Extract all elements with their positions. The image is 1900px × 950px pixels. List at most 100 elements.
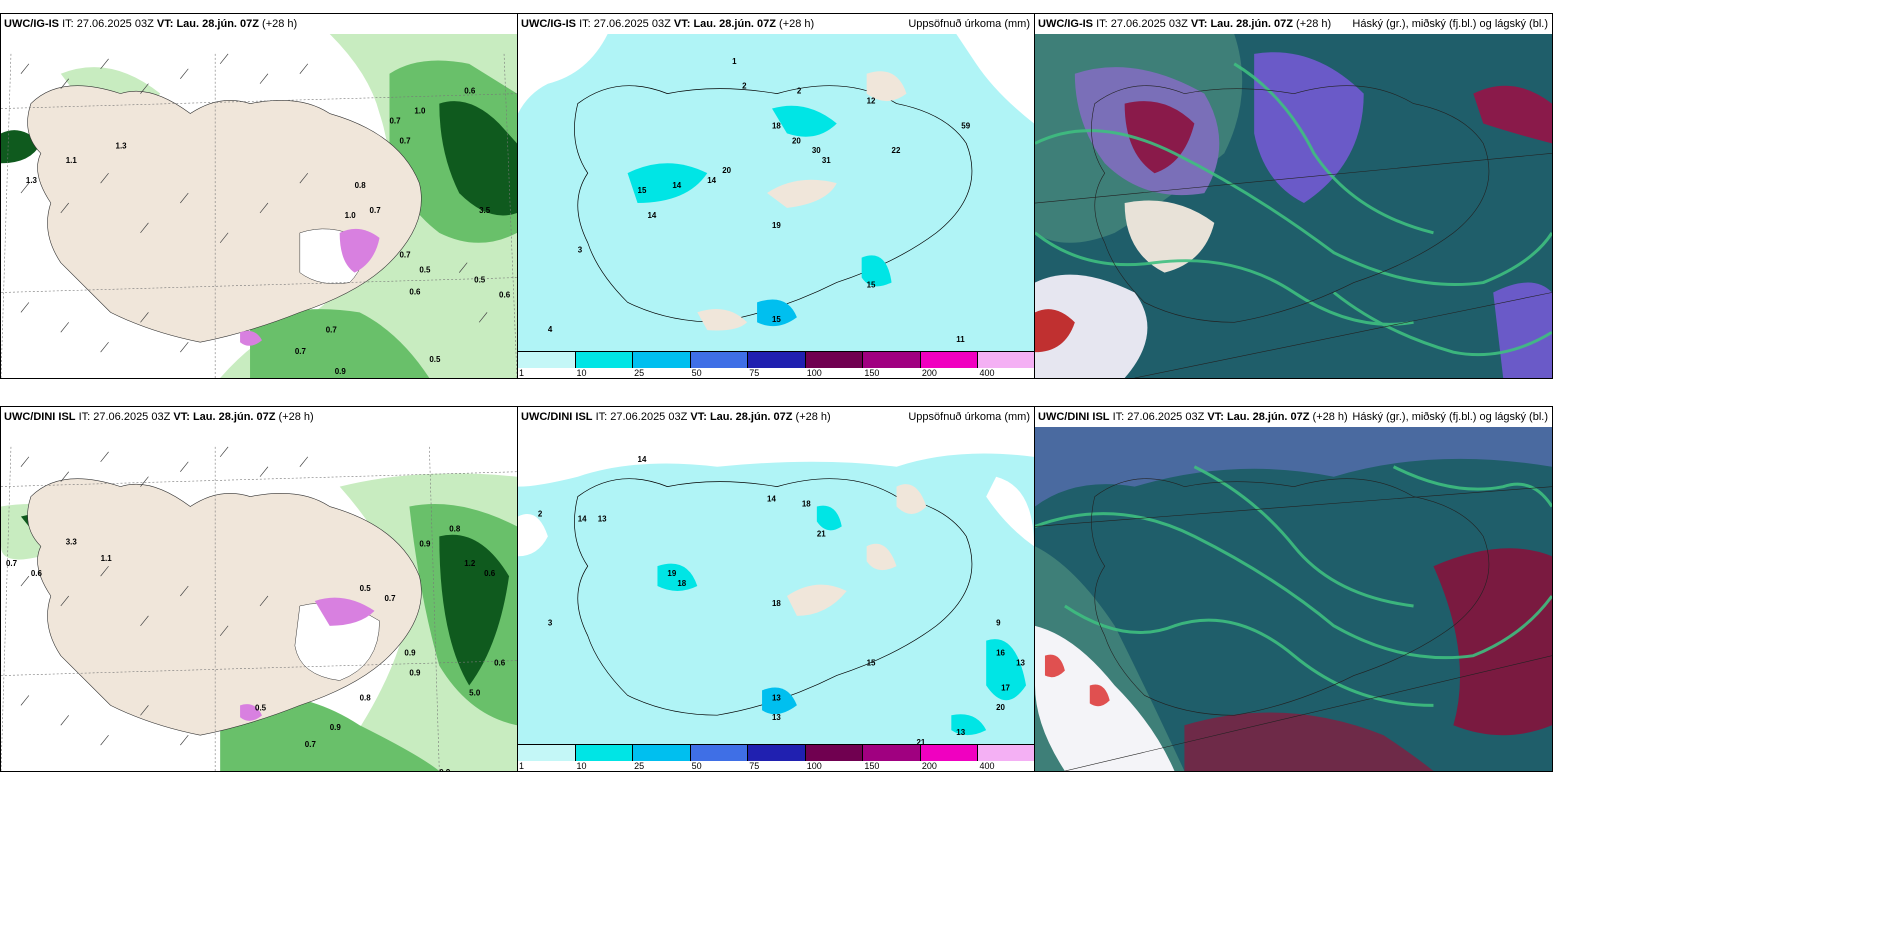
svg-text:14: 14 (707, 176, 716, 185)
vt-label: VT: (1190, 18, 1208, 30)
colorbar-label: 50 (691, 368, 702, 378)
colorbar-segment (633, 745, 691, 761)
svg-text:21: 21 (817, 529, 826, 538)
svg-text:15: 15 (638, 186, 647, 195)
svg-text:2: 2 (797, 87, 802, 96)
svg-text:22: 22 (892, 146, 901, 155)
colorbar-label: 25 (634, 761, 645, 771)
svg-text:0.9: 0.9 (404, 649, 416, 658)
svg-text:20: 20 (722, 166, 731, 175)
svg-text:16: 16 (996, 649, 1005, 658)
lead-time: (+28 h) (779, 18, 815, 30)
svg-text:0.7: 0.7 (6, 559, 18, 568)
svg-text:0.5: 0.5 (419, 266, 431, 275)
svg-text:1.3: 1.3 (116, 141, 128, 150)
cloud-panel-ig-is: UWC/IG-IS IT: 27.06.2025 03Z VT: Lau. 28… (1034, 13, 1553, 379)
precip-map: 14 14 13 14 18 21 19 18 18 15 13 13 16 13 17 20 13 2… (518, 427, 1034, 745)
colorbar-label: 1 (519, 368, 525, 378)
colorbar-segment (920, 745, 979, 761)
svg-text:1: 1 (732, 57, 737, 66)
svg-text:18: 18 (802, 500, 811, 509)
model-name: UWC/DINI ISL (521, 411, 593, 423)
svg-text:15: 15 (827, 350, 836, 352)
it-value: 27.06.2025 03Z (1110, 18, 1188, 30)
colorbar-label: 100 (806, 368, 822, 378)
colorbar-segment (575, 352, 634, 368)
wind-panel-dini: UWC/DINI ISL IT: 27.06.2025 03Z VT: Lau.… (0, 406, 518, 772)
panel-title: Uppsöfnuð úrkoma (mm) (908, 411, 1030, 423)
model-name: UWC/IG-IS (1038, 18, 1093, 30)
colorbar-segment (805, 352, 864, 368)
colorbar-label: 100 (806, 761, 822, 771)
svg-text:0.9: 0.9 (335, 367, 347, 376)
model-name: UWC/DINI ISL (1038, 411, 1110, 423)
it-value: 27.06.2025 03Z (93, 411, 171, 423)
colorbar-segment (978, 352, 1034, 368)
svg-text:0.7: 0.7 (326, 325, 338, 334)
it-value: 27.06.2025 03Z (1127, 411, 1205, 423)
it-label: IT: (78, 411, 91, 423)
it-label: IT: (579, 18, 591, 30)
vt-label: VT: (173, 411, 190, 423)
vt-value: Lau. 28.jún. 07Z (709, 411, 793, 423)
colorbar-label: 400 (979, 761, 995, 771)
colorbar-segment (518, 745, 576, 761)
it-value: 27.06.2025 03Z (593, 18, 671, 30)
cloud-panel-dini: UWC/DINI ISL IT: 27.06.2025 03Z VT: Lau.… (1034, 406, 1553, 772)
it-value: 27.06.2025 03Z (610, 411, 688, 423)
svg-text:0.8: 0.8 (449, 524, 461, 533)
svg-text:31: 31 (822, 156, 831, 165)
vt-value: Lau. 28.jún. 07Z (693, 18, 776, 30)
model-name: UWC/DINI ISL (4, 411, 76, 423)
svg-text:0.6: 0.6 (31, 569, 43, 578)
svg-text:5.0: 5.0 (469, 688, 481, 697)
svg-text:15: 15 (772, 315, 781, 324)
it-label: IT: (62, 18, 74, 30)
svg-text:19: 19 (772, 221, 781, 230)
vt-label: VT: (1207, 411, 1224, 423)
svg-text:13: 13 (1016, 659, 1025, 668)
colorbar-label: 25 (634, 368, 645, 378)
svg-text:13: 13 (772, 713, 781, 722)
precip-panel-ig-is: UWC/IG-IS IT: 27.06.2025 03Z VT: Lau. 28… (517, 13, 1035, 379)
svg-text:14: 14 (638, 455, 647, 464)
panel-header: UWC/DINI ISL IT: 27.06.2025 03Z VT: Lau.… (1035, 407, 1552, 427)
svg-text:1.2: 1.2 (464, 559, 476, 568)
svg-text:0.5: 0.5 (360, 584, 372, 593)
panel-title: Uppsöfnuð úrkoma (mm) (908, 18, 1030, 30)
colorbar-segment (690, 352, 749, 368)
svg-text:2: 2 (742, 82, 747, 91)
svg-text:13: 13 (598, 514, 607, 523)
svg-text:0.7: 0.7 (370, 206, 382, 215)
colorbar-label: 200 (921, 368, 937, 378)
it-label: IT: (1096, 18, 1108, 30)
svg-text:14: 14 (578, 514, 587, 523)
model-name: UWC/IG-IS (521, 18, 576, 30)
colorbar-label: 10 (576, 368, 587, 378)
svg-text:0.7: 0.7 (399, 251, 411, 260)
colorbar: 1 10 25 50 75 100 150 200 400 (518, 351, 1034, 378)
wind-map: 0.7 0.6 3.3 1.1 0.5 0.7 0.9 0.8 1.2 0.6 0.9 0.9 … (1, 427, 517, 771)
svg-text:0.8: 0.8 (355, 181, 367, 190)
colorbar-label: 10 (576, 761, 587, 771)
svg-text:3.3: 3.3 (66, 537, 78, 546)
colorbar: 1 10 25 50 75 100 150 200 400 (518, 744, 1034, 771)
colorbar-segment (805, 745, 864, 761)
svg-text:0.6: 0.6 (499, 290, 511, 299)
colorbar-label: 50 (691, 761, 702, 771)
colorbar-segment (633, 352, 691, 368)
svg-text:0.7: 0.7 (305, 740, 317, 749)
svg-text:15: 15 (867, 280, 876, 289)
svg-text:3: 3 (548, 619, 553, 628)
cloud-map (1035, 427, 1552, 771)
lead-time: (+28 h) (262, 18, 298, 30)
svg-text:0.8: 0.8 (360, 693, 372, 702)
svg-text:0.9: 0.9 (330, 723, 342, 732)
model-name: UWC/IG-IS (4, 18, 59, 30)
colorbar-label: 400 (979, 368, 995, 378)
svg-text:15: 15 (867, 659, 876, 668)
vt-value: Lau. 28.jún. 07Z (1210, 18, 1293, 30)
it-value: 27.06.2025 03Z (76, 18, 154, 30)
panel-header: UWC/IG-IS IT: 27.06.2025 03Z VT: Lau. 28… (1035, 14, 1552, 34)
